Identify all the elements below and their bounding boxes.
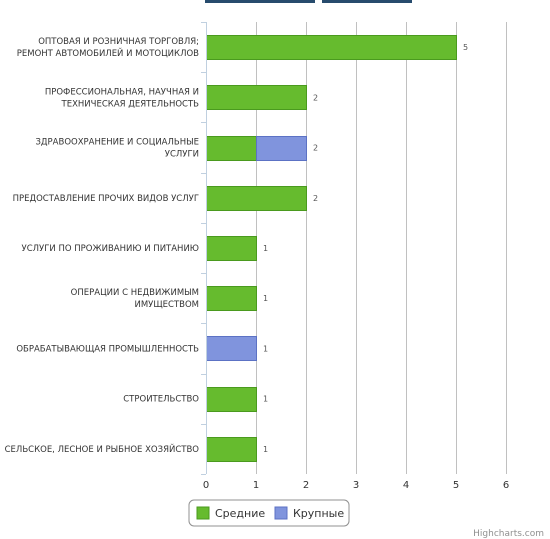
- x-tick-label: 4: [403, 480, 409, 491]
- category-label: ПРОФЕССИОНАЛЬНАЯ, НАУЧНАЯ И: [45, 87, 199, 97]
- chart-title: [205, 0, 412, 3]
- credits-link[interactable]: Highcharts.com: [473, 529, 544, 539]
- x-tick-label: 1: [253, 480, 259, 491]
- category-label: ОПЕРАЦИИ С НЕДВИЖИМЫМ: [71, 288, 199, 298]
- bar-sredniye[interactable]: [206, 387, 257, 412]
- bar-sredniye[interactable]: [206, 186, 307, 211]
- credits-text[interactable]: Highcharts.com: [473, 529, 544, 539]
- data-label: 2: [313, 93, 318, 102]
- category-label: ПРЕДОСТАВЛЕНИЕ ПРОЧИХ ВИДОВ УСЛУГ: [13, 194, 199, 204]
- bar-sredniye[interactable]: [206, 437, 257, 462]
- category-label: ОПТОВАЯ И РОЗНИЧНАЯ ТОРГОВЛЯ;: [38, 37, 199, 47]
- data-label: 1: [263, 445, 268, 454]
- category-label: СЕЛЬСКОЕ, ЛЕСНОЕ И РЫБНОЕ ХОЗЯЙСТВО: [5, 443, 200, 455]
- bar-sredniye[interactable]: [206, 136, 257, 161]
- data-labels: 5 2 2 2 1 1 1 1 1: [263, 43, 468, 454]
- bar-sredniye[interactable]: [206, 286, 257, 311]
- bars: [206, 35, 457, 462]
- category-label: ОБРАБАТЫВАЮЩАЯ ПРОМЫШЛЕННОСТЬ: [16, 344, 199, 354]
- category-labels: ОПТОВАЯ И РОЗНИЧНАЯ ТОРГОВЛЯ;РЕМОНТ АВТО…: [5, 37, 200, 455]
- bar-sredniye[interactable]: [206, 236, 257, 261]
- x-tick-label: 6: [503, 480, 509, 491]
- data-label: 2: [313, 144, 318, 153]
- legend: Средние Крупные: [188, 499, 350, 527]
- x-tick-label: 0: [203, 480, 209, 491]
- data-label: 1: [263, 294, 268, 303]
- category-label: СТРОИТЕЛЬСТВО: [123, 395, 199, 405]
- category-label: УСЛУГИ: [165, 150, 199, 160]
- legend-swatch-krupnye: [274, 506, 288, 520]
- category-label: УСЛУГИ ПО ПРОЖИВАНИЮ И ПИТАНИЮ: [22, 244, 199, 254]
- legend-item-sredniye[interactable]: Средние: [196, 506, 265, 520]
- category-label: РЕМОНТ АВТОМОБИЛЕЙ И МОТОЦИКЛОВ: [17, 47, 199, 59]
- bar-sredniye[interactable]: [206, 85, 307, 110]
- bar-krupnye[interactable]: [206, 336, 257, 361]
- legend-item-krupnye[interactable]: Крупные: [274, 506, 344, 520]
- legend-label-sredniye: Средние: [215, 507, 265, 520]
- x-tick-label: 5: [453, 480, 459, 491]
- category-label: ЗДРАВООХРАНЕНИЕ И СОЦИАЛЬНЫЕ: [35, 138, 199, 148]
- category-label: ИМУЩЕСТВОМ: [134, 300, 199, 310]
- data-label: 1: [263, 244, 268, 253]
- x-tick-label: 3: [353, 480, 359, 491]
- data-label: 1: [263, 395, 268, 404]
- legend-label-krupnye: Крупные: [293, 507, 344, 520]
- bar-sredniye[interactable]: [206, 35, 457, 60]
- legend-swatch-sredniye: [196, 506, 210, 520]
- category-label: ТЕХНИЧЕСКАЯ ДЕЯТЕЛЬНОСТЬ: [61, 99, 200, 109]
- legend-box: [188, 499, 350, 527]
- axes: 0 1 2 3 4 5 6: [201, 22, 509, 491]
- data-label: 2: [313, 194, 318, 203]
- data-label: 1: [263, 344, 268, 353]
- x-tick-label: 2: [303, 480, 309, 491]
- bar-krupnye[interactable]: [256, 136, 307, 161]
- data-label: 5: [463, 43, 468, 52]
